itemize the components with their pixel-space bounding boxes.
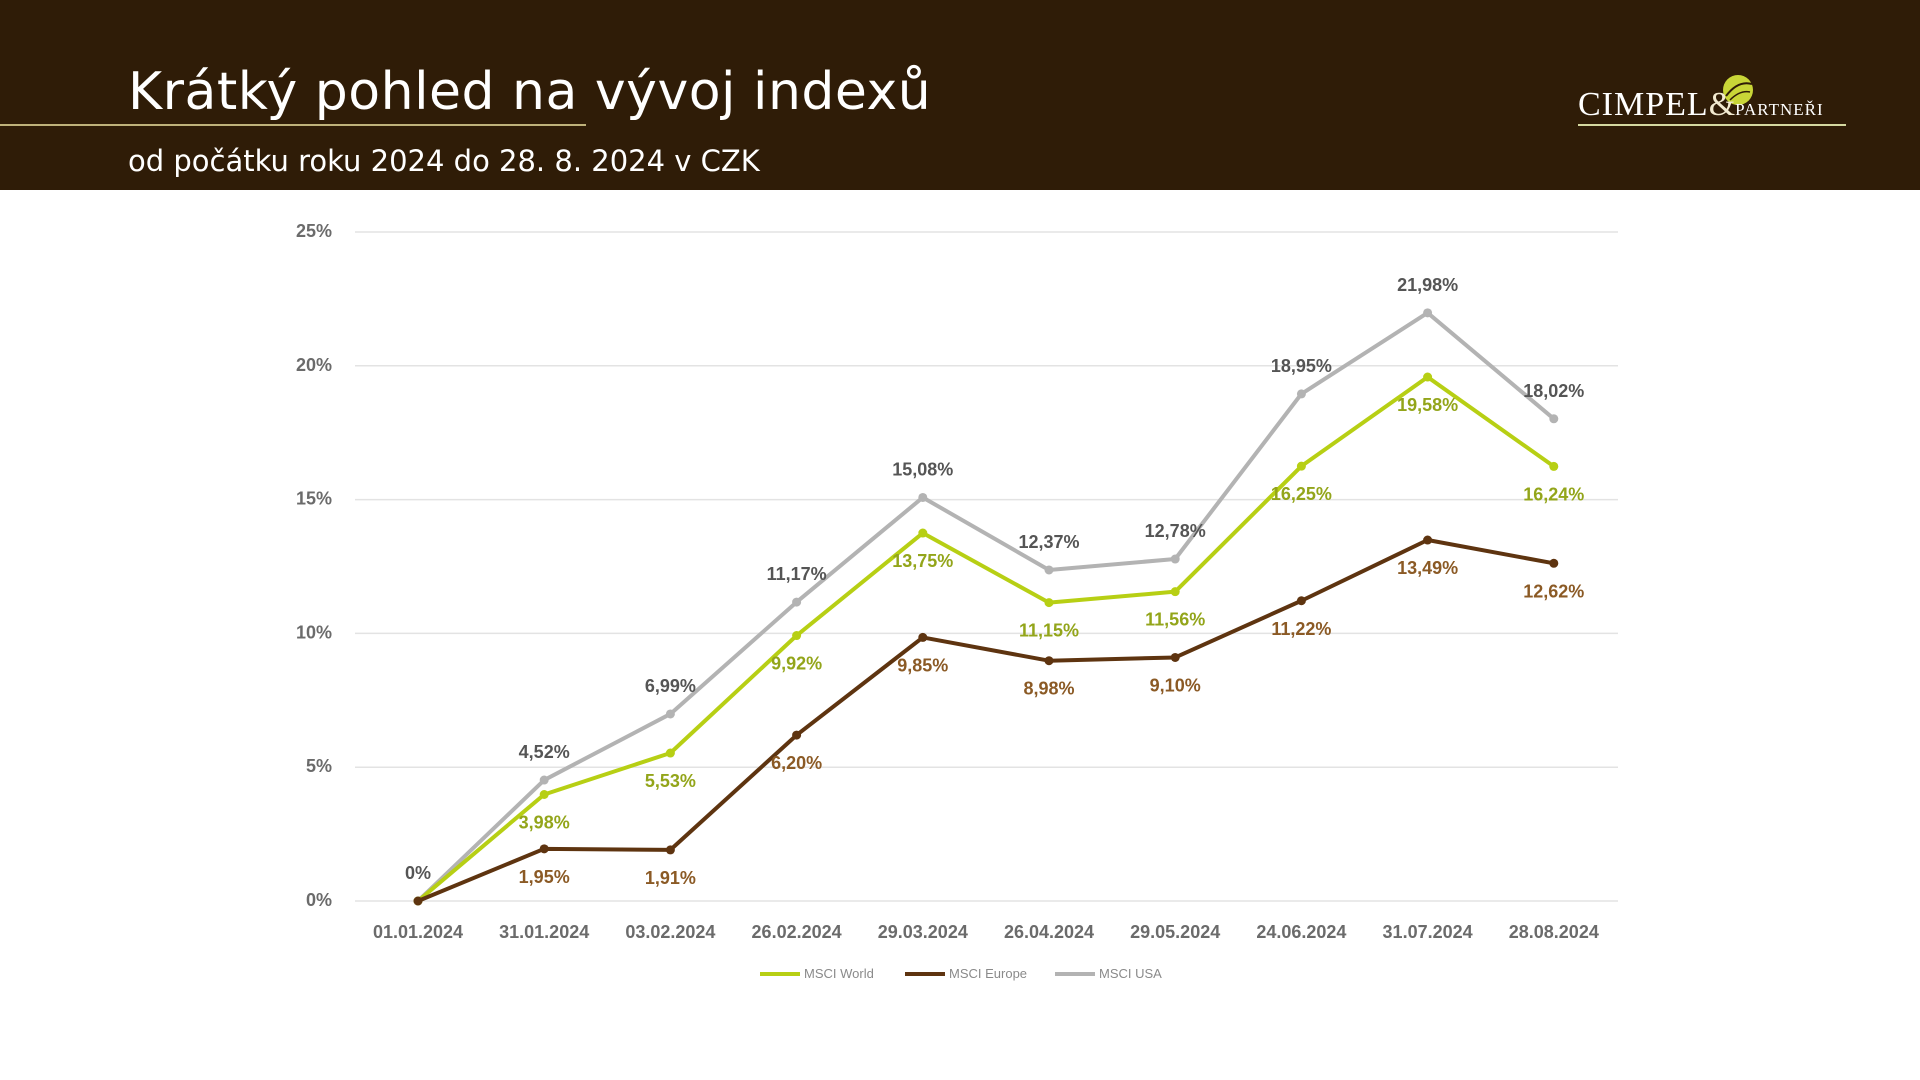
data-label-europe: 9,10% xyxy=(1150,675,1201,695)
line-chart: 0% 5% 10% 15% 20% 25% 01.01.2024 31.01.2024 03.0… xyxy=(296,221,1618,942)
data-label-usa: 12,78% xyxy=(1145,521,1206,541)
x-tick-label: 29.05.2024 xyxy=(1130,922,1220,942)
data-point-europe xyxy=(1170,652,1180,662)
slide-header: Krátký pohled na vývoj indexů od počátku… xyxy=(0,0,1920,190)
y-tick-label: 10% xyxy=(296,622,332,642)
x-tick-label: 26.04.2024 xyxy=(1004,922,1094,942)
data-point-world xyxy=(665,748,675,758)
x-tick-label: 29.03.2024 xyxy=(878,922,968,942)
logo-underline xyxy=(1578,124,1846,126)
data-label-usa: 15,08% xyxy=(892,459,953,479)
data-label-world: 11,15% xyxy=(1019,621,1079,641)
data-label-europe: 9,85% xyxy=(897,655,948,675)
x-tick-label: 24.06.2024 xyxy=(1256,922,1346,942)
data-point-europe xyxy=(792,730,802,740)
data-label-world: 11,56% xyxy=(1145,610,1205,630)
data-point-europe xyxy=(665,845,675,855)
data-point-world xyxy=(1549,461,1559,471)
y-tick-label: 0% xyxy=(306,890,332,910)
data-point-world xyxy=(1423,372,1433,382)
legend-item-msci-world: MSCI World xyxy=(760,966,874,981)
data-point-usa xyxy=(665,709,675,719)
company-logo: CIMPEL&PARTNEŘI xyxy=(1578,68,1858,138)
logo-sub-text: PARTNEŘI xyxy=(1735,100,1824,119)
data-label-europe: 11,22% xyxy=(1271,619,1331,639)
data-label-europe: 13,49% xyxy=(1397,558,1458,578)
leaf-icon xyxy=(1723,75,1753,105)
data-point-europe xyxy=(1296,596,1306,606)
y-tick-label: 25% xyxy=(296,221,332,241)
data-point-world xyxy=(539,789,549,799)
data-point-world xyxy=(1296,461,1306,471)
data-label-europe: 1,95% xyxy=(519,867,570,887)
data-label-usa: 4,52% xyxy=(519,742,570,762)
data-point-world xyxy=(1170,587,1180,597)
y-tick-label: 15% xyxy=(296,489,332,509)
series-line-usa xyxy=(416,310,1556,903)
x-tick-label: 31.01.2024 xyxy=(499,922,589,942)
x-tick-label: 28.08.2024 xyxy=(1509,922,1599,942)
data-label-usa: 11,17% xyxy=(767,564,827,584)
data-point-usa xyxy=(1549,414,1559,424)
data-point-usa xyxy=(1296,389,1306,399)
slide-subtitle: od počátku roku 2024 do 28. 8. 2024 v CZ… xyxy=(128,144,760,178)
title-underline xyxy=(0,124,586,126)
legend-item-msci-usa: MSCI USA xyxy=(1055,966,1162,981)
legend-label-msci-europe: MSCI Europe xyxy=(949,966,1028,981)
legend-swatch-msci-world xyxy=(760,971,800,976)
data-label-world: 16,25% xyxy=(1271,484,1332,504)
logo-ampersand: & xyxy=(1708,86,1736,123)
data-point-usa xyxy=(539,775,549,785)
data-label-europe: 8,98% xyxy=(1023,679,1074,699)
y-tick-label: 5% xyxy=(306,756,332,776)
data-point-europe xyxy=(1423,535,1433,545)
data-point-usa xyxy=(918,492,928,502)
legend-item-msci-europe: MSCI Europe xyxy=(905,966,1027,981)
slide-title: Krátký pohled na vývoj indexů xyxy=(128,62,932,122)
logo-main-text: CIMPEL xyxy=(1578,86,1709,123)
data-point-europe xyxy=(918,632,928,642)
chart-legend: MSCI World MSCI Europe MSCI USA xyxy=(0,966,1920,986)
data-label-europe: 1,91% xyxy=(645,868,696,888)
legend-label-msci-usa: MSCI USA xyxy=(1099,966,1162,981)
legend-label-msci-world: MSCI World xyxy=(804,966,874,981)
data-label-usa: 6,99% xyxy=(645,676,696,696)
data-label-world: 13,75% xyxy=(892,551,953,571)
data-point-europe xyxy=(1549,558,1559,568)
data-label-usa: 0% xyxy=(405,863,431,883)
data-point-usa xyxy=(1044,565,1054,575)
x-tick-label: 31.07.2024 xyxy=(1383,922,1473,942)
logo-text: CIMPEL&PARTNEŘI xyxy=(1578,86,1824,124)
data-label-world: 16,24% xyxy=(1523,484,1584,504)
data-label-usa: 12,37% xyxy=(1018,532,1079,552)
data-label-world: 5,53% xyxy=(645,771,696,791)
y-tick-label: 20% xyxy=(296,355,332,375)
x-tick-label: 26.02.2024 xyxy=(752,922,842,942)
data-point-world xyxy=(918,528,928,538)
legend-swatch-msci-europe xyxy=(905,971,945,976)
data-point-europe xyxy=(413,896,423,906)
legend-swatch-msci-usa xyxy=(1055,971,1095,976)
data-label-usa: 21,98% xyxy=(1397,275,1458,295)
series-line-europe xyxy=(416,538,1556,903)
data-point-usa xyxy=(1170,554,1180,564)
data-label-world: 19,58% xyxy=(1397,395,1458,415)
data-label-europe: 6,20% xyxy=(771,753,822,773)
data-label-world: 3,98% xyxy=(519,812,570,832)
series-line-world xyxy=(416,375,1556,903)
data-point-world xyxy=(1044,598,1054,608)
data-label-europe: 12,62% xyxy=(1523,581,1584,601)
data-point-usa xyxy=(1423,308,1433,318)
data-point-europe xyxy=(539,844,549,854)
data-label-world: 9,92% xyxy=(771,654,822,674)
data-point-europe xyxy=(1044,656,1054,666)
x-tick-label: 03.02.2024 xyxy=(625,922,715,942)
data-point-world xyxy=(792,631,802,641)
x-tick-label: 01.01.2024 xyxy=(373,922,463,942)
data-point-usa xyxy=(792,597,802,607)
data-label-usa: 18,95% xyxy=(1271,356,1332,376)
data-label-usa: 18,02% xyxy=(1523,381,1584,401)
